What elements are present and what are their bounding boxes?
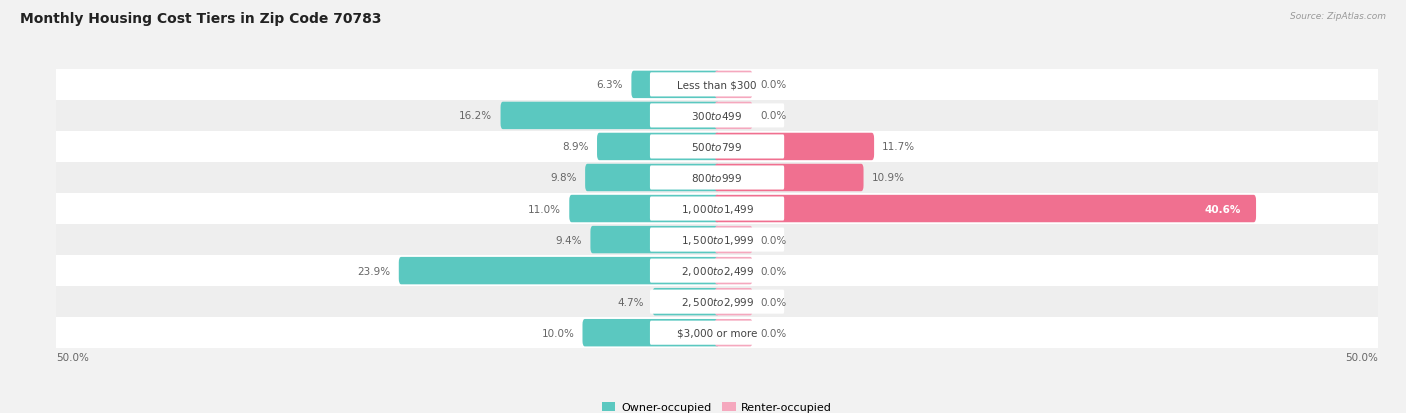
FancyBboxPatch shape: [591, 226, 720, 254]
Text: 11.0%: 11.0%: [529, 204, 561, 214]
FancyBboxPatch shape: [714, 226, 752, 254]
FancyBboxPatch shape: [714, 102, 752, 130]
FancyBboxPatch shape: [714, 195, 1256, 223]
FancyBboxPatch shape: [650, 321, 785, 345]
Text: 40.6%: 40.6%: [1204, 204, 1240, 214]
FancyBboxPatch shape: [569, 195, 720, 223]
Text: 50.0%: 50.0%: [56, 352, 89, 362]
Text: 11.7%: 11.7%: [883, 142, 915, 152]
Text: 16.2%: 16.2%: [460, 111, 492, 121]
Text: 9.8%: 9.8%: [551, 173, 576, 183]
Text: 6.3%: 6.3%: [596, 80, 623, 90]
FancyBboxPatch shape: [650, 104, 785, 128]
FancyBboxPatch shape: [631, 71, 720, 99]
FancyBboxPatch shape: [49, 287, 1385, 318]
FancyBboxPatch shape: [650, 228, 785, 252]
Text: $3,000 or more: $3,000 or more: [676, 328, 758, 338]
FancyBboxPatch shape: [49, 318, 1385, 349]
FancyBboxPatch shape: [714, 71, 752, 99]
Text: $1,000 to $1,499: $1,000 to $1,499: [681, 202, 754, 216]
Text: 0.0%: 0.0%: [761, 297, 787, 307]
FancyBboxPatch shape: [49, 101, 1385, 132]
Text: 10.0%: 10.0%: [541, 328, 574, 338]
FancyBboxPatch shape: [598, 133, 720, 161]
Text: Monthly Housing Cost Tiers in Zip Code 70783: Monthly Housing Cost Tiers in Zip Code 7…: [20, 12, 381, 26]
Text: 0.0%: 0.0%: [761, 80, 787, 90]
FancyBboxPatch shape: [501, 102, 720, 130]
Text: $500 to $799: $500 to $799: [692, 141, 742, 153]
FancyBboxPatch shape: [650, 166, 785, 190]
FancyBboxPatch shape: [49, 163, 1385, 194]
Text: 9.4%: 9.4%: [555, 235, 582, 245]
Text: $300 to $499: $300 to $499: [692, 110, 742, 122]
Text: $800 to $999: $800 to $999: [692, 172, 742, 184]
FancyBboxPatch shape: [585, 164, 720, 192]
Text: $2,500 to $2,999: $2,500 to $2,999: [681, 295, 754, 309]
Text: 23.9%: 23.9%: [357, 266, 391, 276]
Text: 4.7%: 4.7%: [617, 297, 644, 307]
FancyBboxPatch shape: [650, 135, 785, 159]
Text: Source: ZipAtlas.com: Source: ZipAtlas.com: [1291, 12, 1386, 21]
FancyBboxPatch shape: [714, 288, 752, 316]
FancyBboxPatch shape: [714, 319, 752, 347]
FancyBboxPatch shape: [650, 197, 785, 221]
Text: Less than $300: Less than $300: [678, 80, 756, 90]
FancyBboxPatch shape: [650, 73, 785, 97]
Text: 50.0%: 50.0%: [1346, 352, 1378, 362]
Text: 0.0%: 0.0%: [761, 235, 787, 245]
Text: 0.0%: 0.0%: [761, 328, 787, 338]
Text: 8.9%: 8.9%: [562, 142, 589, 152]
FancyBboxPatch shape: [714, 133, 875, 161]
Text: $1,500 to $1,999: $1,500 to $1,999: [681, 233, 754, 247]
Text: 10.9%: 10.9%: [872, 173, 904, 183]
Text: $2,000 to $2,499: $2,000 to $2,499: [681, 264, 754, 278]
FancyBboxPatch shape: [650, 259, 785, 283]
FancyBboxPatch shape: [714, 164, 863, 192]
FancyBboxPatch shape: [582, 319, 720, 347]
Text: 0.0%: 0.0%: [761, 111, 787, 121]
FancyBboxPatch shape: [49, 132, 1385, 163]
FancyBboxPatch shape: [652, 288, 720, 316]
FancyBboxPatch shape: [49, 225, 1385, 256]
Legend: Owner-occupied, Renter-occupied: Owner-occupied, Renter-occupied: [598, 398, 837, 413]
FancyBboxPatch shape: [49, 194, 1385, 225]
FancyBboxPatch shape: [399, 257, 720, 285]
FancyBboxPatch shape: [714, 257, 752, 285]
FancyBboxPatch shape: [49, 256, 1385, 287]
FancyBboxPatch shape: [49, 70, 1385, 101]
FancyBboxPatch shape: [650, 290, 785, 314]
Text: 0.0%: 0.0%: [761, 266, 787, 276]
